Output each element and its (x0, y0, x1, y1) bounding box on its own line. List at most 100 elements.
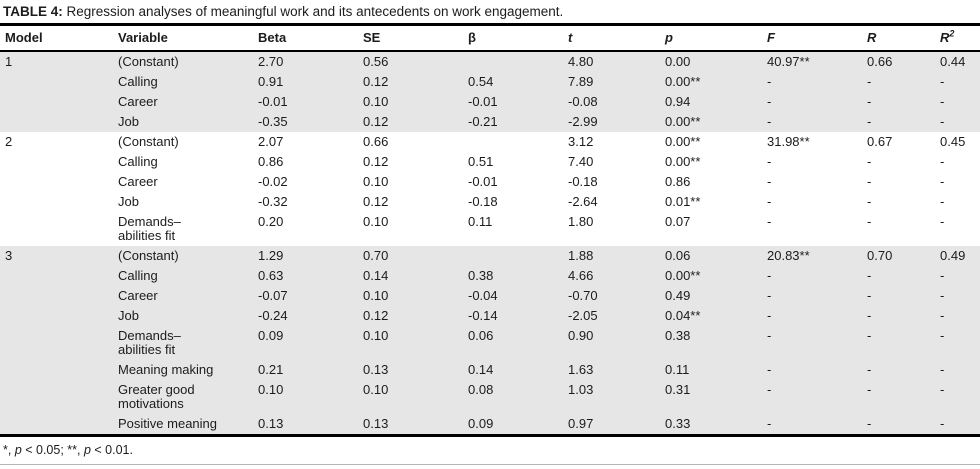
cell-se: 0.56 (358, 51, 463, 72)
cell-variable: Career (113, 286, 253, 306)
cell-std-beta: 0.06 (463, 326, 563, 360)
cell-t: -2.64 (568, 194, 598, 209)
cell-std-beta: 0.09 (463, 414, 563, 436)
cell-beta: 0.91 (253, 72, 358, 92)
cell-std-beta (463, 51, 563, 72)
cell-std-beta: 0.51 (468, 154, 494, 169)
cell-se: 0.12 (358, 112, 463, 132)
cell-t: -0.18 (568, 174, 598, 189)
cell-f: - (762, 360, 862, 380)
table-row: Calling 0.91 0.12 0.54 7.89 0.00** - - - (0, 72, 980, 92)
cell-variable: Demands– abilities fit (113, 326, 253, 360)
cell-std-beta: 0.54 (463, 72, 563, 92)
cell-beta: 0.09 (253, 326, 358, 360)
cell-variable: Calling (118, 154, 158, 169)
cell-se: 0.70 (358, 246, 463, 266)
cell-p: 0.00** (660, 72, 762, 92)
cell-p: 0.00 (660, 51, 762, 72)
table-title-label: TABLE 4: (3, 4, 63, 19)
footnote-p-symbol: p (14, 443, 22, 457)
cell-std-beta: -0.14 (463, 306, 563, 326)
cell-r2: - (940, 214, 945, 229)
cell-beta: 0.63 (253, 266, 358, 286)
cell-r2: - (940, 174, 945, 189)
cell-r2: - (935, 380, 980, 414)
cell-r2: 0.45 (940, 134, 966, 149)
col-header-model: Model (0, 26, 113, 52)
cell-r: - (862, 286, 935, 306)
cell-f: - (762, 92, 862, 112)
cell-r2: - (935, 286, 980, 306)
cell-p: 0.00** (660, 112, 762, 132)
cell-f: - (767, 194, 772, 209)
cell-f: - (762, 112, 862, 132)
cell-p: 0.94 (660, 92, 762, 112)
table-row: Job -0.35 0.12 -0.21 -2.99 0.00** - - - (0, 112, 980, 132)
cell-r: - (862, 306, 935, 326)
cell-t: -2.99 (563, 112, 660, 132)
cell-model (0, 172, 113, 192)
cell-f: - (767, 214, 772, 229)
table-row: Job -0.24 0.12 -0.14 -2.05 0.04** - - - (0, 306, 980, 326)
cell-t: 1.03 (563, 380, 660, 414)
cell-beta: -0.02 (258, 174, 288, 189)
cell-r: 0.70 (862, 246, 935, 266)
cell-beta: 0.21 (253, 360, 358, 380)
cell-r: - (862, 326, 935, 360)
cell-beta: -0.01 (253, 92, 358, 112)
cell-r: - (867, 214, 872, 229)
cell-variable: Career (118, 174, 158, 189)
cell-se: 0.12 (358, 306, 463, 326)
cell-f: - (762, 326, 862, 360)
cell-variable: Job (118, 194, 139, 209)
cell-r2: - (940, 194, 945, 209)
col-header-se: SE (358, 26, 463, 52)
cell-t: -2.05 (563, 306, 660, 326)
table-body: 1 (Constant) 2.70 0.56 4.80 0.00 40.97** 0.66 0.… (0, 51, 980, 436)
r-squared-exponent: 2 (949, 28, 955, 39)
cell-f: - (762, 306, 862, 326)
cell-p: 0.06 (660, 246, 762, 266)
footnote-p-symbol: p (83, 443, 91, 457)
col-header-f: F (762, 26, 862, 52)
cell-r: - (862, 266, 935, 286)
cell-se: 0.10 (358, 326, 463, 360)
cell-beta: -0.32 (258, 194, 288, 209)
cell-p: 0.00** (660, 266, 762, 286)
table-title-text: Regression analyses of meaningful work a… (62, 4, 564, 19)
cell-r2: - (935, 92, 980, 112)
cell-std-beta: -0.01 (463, 92, 563, 112)
table-row: 1 (Constant) 2.70 0.56 4.80 0.00 40.97** 0.66 0.… (0, 51, 980, 72)
cell-p: 0.31 (660, 380, 762, 414)
cell-model (0, 326, 113, 360)
table-row: 2 (Constant) 2.07 0.66 3.12 0.00** 31.98** 0.67… (0, 132, 980, 152)
cell-r2: - (935, 326, 980, 360)
cell-f: - (767, 154, 772, 169)
cell-beta: 2.07 (258, 134, 284, 149)
cell-r: 0.67 (867, 134, 893, 149)
cell-p: 0.01** (665, 194, 701, 209)
cell-model (0, 266, 113, 286)
cell-r2: - (935, 112, 980, 132)
cell-p: 0.11 (660, 360, 762, 380)
table-title: TABLE 4: Regression analyses of meaningf… (0, 0, 980, 26)
cell-model (0, 306, 113, 326)
regression-table: Model Variable Beta SE β t p F R R2 1 (Co… (0, 26, 980, 437)
cell-beta: -0.35 (253, 112, 358, 132)
cell-se: 0.14 (358, 266, 463, 286)
cell-f: - (762, 72, 862, 92)
cell-beta: 0.13 (253, 414, 358, 436)
cell-beta: 0.20 (258, 214, 284, 229)
cell-f: 40.97** (762, 51, 862, 72)
cell-t: 1.80 (568, 214, 594, 229)
col-header-variable: Variable (113, 26, 253, 52)
cell-std-beta: 0.14 (463, 360, 563, 380)
cell-std-beta (463, 246, 563, 266)
cell-variable: Calling (113, 266, 253, 286)
cell-model (0, 380, 113, 414)
col-header-std-beta: β (463, 26, 563, 52)
table-row: Demands– abilities fit 0.20 0.10 0.11 1.80 0.… (0, 212, 980, 246)
cell-variable: Meaning making (113, 360, 253, 380)
cell-r2: 0.49 (935, 246, 980, 266)
cell-std-beta: -0.18 (468, 194, 498, 209)
